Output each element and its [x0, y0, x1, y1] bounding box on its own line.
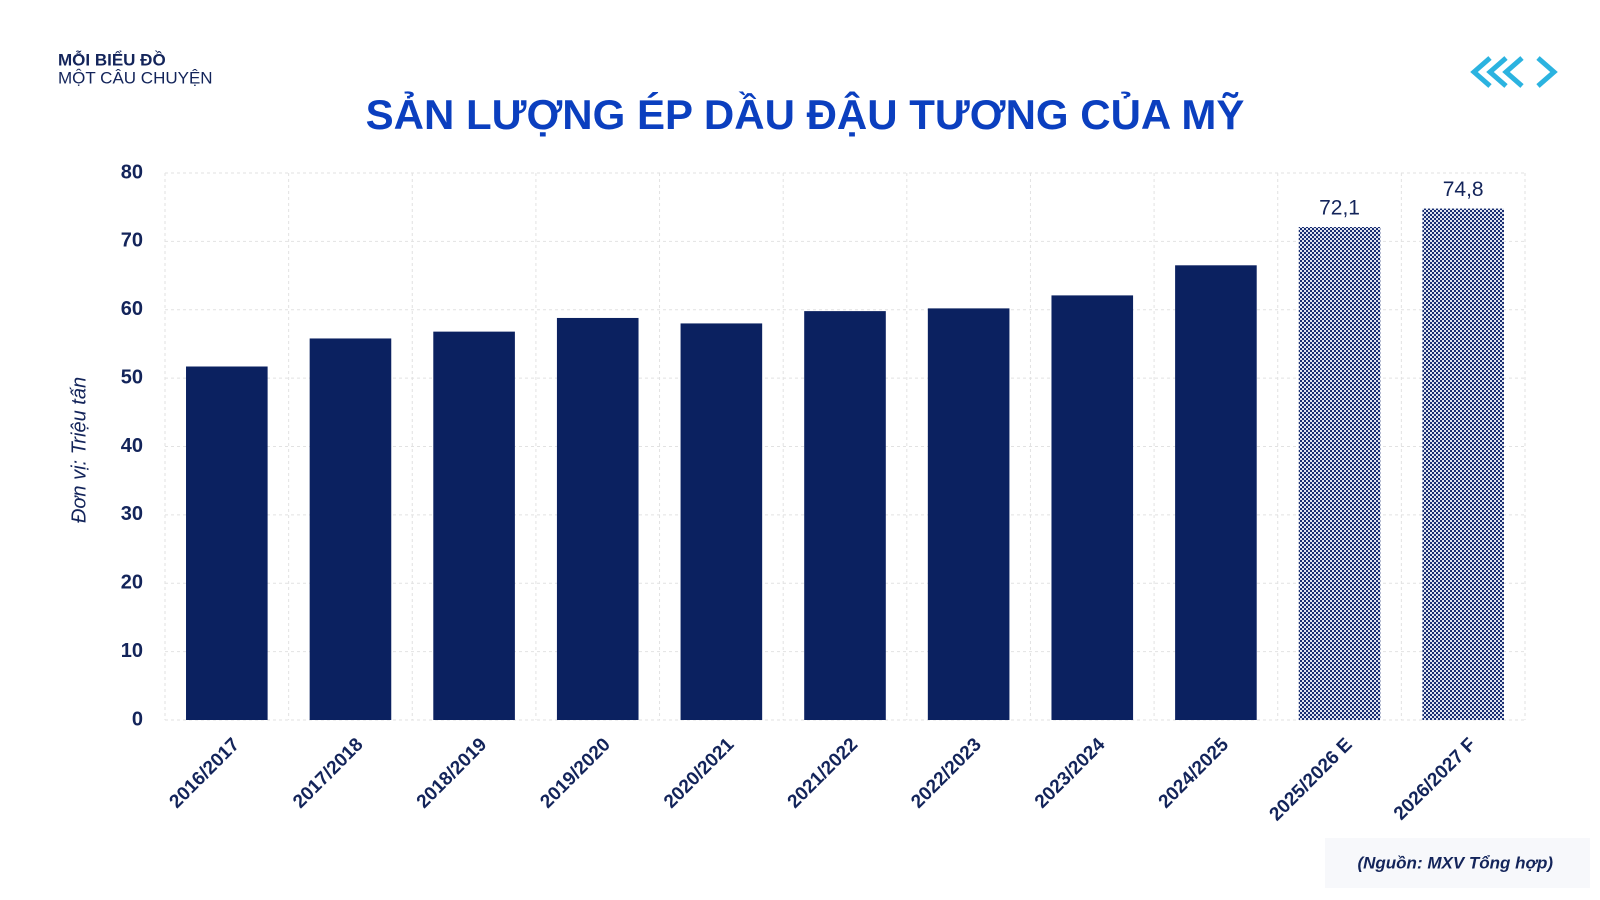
y-tick-label: 0	[132, 708, 143, 730]
bar	[804, 311, 886, 720]
x-tick-label: 2022/2023	[907, 734, 985, 812]
bar	[927, 308, 1010, 720]
y-tick-label: 20	[121, 572, 143, 594]
brand-line-1: MỖI BIỂU ĐỒ	[58, 50, 166, 69]
x-tick-label: 2025/2026 E	[1266, 734, 1357, 825]
bar	[1422, 208, 1504, 720]
y-tick-label: 50	[121, 366, 143, 388]
x-tick-label: 2019/2020	[536, 734, 614, 812]
bar	[186, 366, 268, 720]
bar	[1175, 265, 1257, 720]
bar	[1051, 295, 1134, 720]
y-tick-label: 10	[121, 640, 143, 662]
bar	[433, 331, 515, 720]
y-tick-label: 80	[121, 161, 143, 183]
x-tick-label: 2018/2019	[413, 734, 491, 812]
x-tick-label: 2016/2017	[166, 734, 244, 812]
value-label: 74,8	[1443, 178, 1484, 201]
source-box	[1325, 838, 1590, 888]
y-tick-label: 40	[121, 435, 143, 457]
value-label: 72,1	[1319, 197, 1360, 220]
y-tick-label: 30	[121, 503, 143, 525]
x-tick-label: 2017/2018	[289, 734, 367, 812]
x-tick-label: 2026/2027 F	[1390, 734, 1480, 824]
logo	[1470, 56, 1558, 88]
bar	[1298, 227, 1381, 721]
bar	[680, 323, 763, 720]
y-tick-label: 60	[121, 298, 143, 320]
x-tick-label: 2020/2021	[660, 734, 739, 813]
brand-line-2: MỘT CÂU CHUYỆN	[58, 68, 213, 87]
x-tick-label: 2024/2025	[1155, 734, 1234, 813]
y-axis-label: Đơn vị: Triệu tấn	[68, 377, 90, 523]
source: (Nguồn: MXV Tổng hợp)	[1357, 853, 1553, 872]
bar	[309, 338, 392, 720]
chart-title: SẢN LƯỢNG ÉP DẦU ĐẬU TƯƠNG CỦA MỸ	[366, 90, 1245, 138]
bar	[556, 317, 639, 720]
x-tick-label: 2021/2022	[784, 734, 862, 812]
x-tick-label: 2023/2024	[1031, 734, 1110, 813]
y-tick-label: 70	[121, 230, 143, 252]
